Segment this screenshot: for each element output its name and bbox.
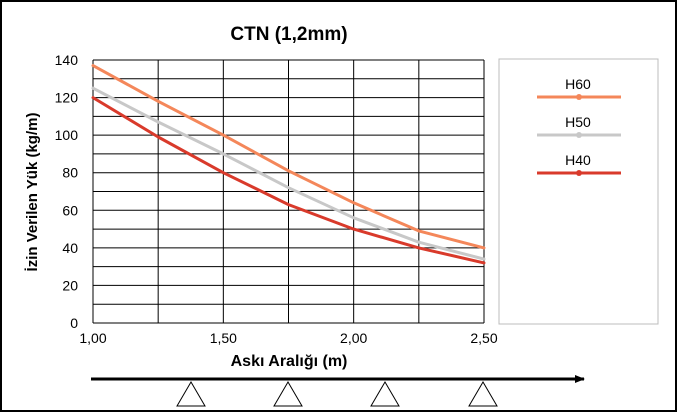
y-tick-label: 40 xyxy=(62,240,78,256)
y-tick-label: 120 xyxy=(55,90,79,106)
legend-label: H50 xyxy=(565,114,591,130)
support-triangle-icon xyxy=(370,381,400,407)
legend-label: H60 xyxy=(565,76,591,92)
axis-ticks: 0 20 40 60 80 100 120 140 1,00 1,50 2,00 2,50 xyxy=(55,52,498,346)
x-axis-label: Askı Aralığı (m) xyxy=(231,353,348,370)
x-tick-label: 1,00 xyxy=(79,330,106,346)
series-line-h60 xyxy=(91,64,486,250)
series-group xyxy=(91,64,486,265)
legend-label: H40 xyxy=(565,152,591,168)
series-line-h50 xyxy=(91,86,486,261)
legend-swatch-marker xyxy=(576,132,582,138)
y-tick-label: 100 xyxy=(55,127,79,143)
gridlines xyxy=(92,59,485,324)
legend-swatch-marker xyxy=(576,170,582,176)
y-tick-label: 80 xyxy=(62,165,78,181)
x-tick-label: 2,50 xyxy=(470,330,497,346)
legend-swatch-marker xyxy=(576,94,582,100)
chart-title: CTN (1,2mm) xyxy=(230,24,347,45)
y-tick-label: 20 xyxy=(62,277,78,293)
support-triangle-icon xyxy=(273,381,303,407)
y-tick-label: 0 xyxy=(70,315,78,331)
x-tick-label: 1,50 xyxy=(210,330,237,346)
support-triangle-icon xyxy=(468,381,498,407)
y-tick-label: 60 xyxy=(62,202,78,218)
series-line-h40 xyxy=(91,96,486,265)
y-axis-label: İzin Verilen Yük (kg/m) xyxy=(24,113,41,272)
x-tick-label: 2,00 xyxy=(340,330,367,346)
legend-box xyxy=(498,58,659,325)
support-triangle-icon xyxy=(176,381,206,407)
y-tick-label: 140 xyxy=(55,52,79,68)
legend: H60 H50 H40 xyxy=(537,76,621,176)
